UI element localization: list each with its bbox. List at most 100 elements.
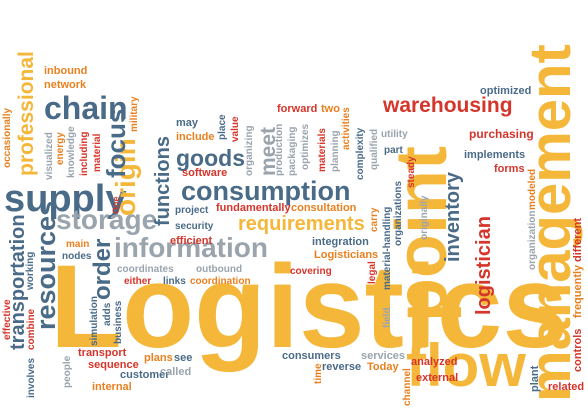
word-nodes: nodes <box>62 251 92 262</box>
word-planning: planning <box>330 130 341 172</box>
word-storage: storage <box>56 204 158 235</box>
word-focus: focus <box>101 108 131 178</box>
word-place: place <box>217 114 228 140</box>
word-channel: channel <box>402 368 413 406</box>
word-fundamentally: fundamentally <box>216 202 291 214</box>
word-visualized: visualized <box>44 132 55 180</box>
word-different: different <box>572 218 584 262</box>
word-forward: forward <box>277 103 318 115</box>
word-including: including <box>79 131 90 176</box>
word-today: Today <box>367 361 399 373</box>
word-material: material <box>92 133 103 172</box>
word-legal: legal <box>367 261 378 284</box>
word-external: external <box>416 372 459 384</box>
word-two: two <box>321 103 340 115</box>
word-business: business <box>113 300 124 344</box>
word-adds: adds <box>102 302 113 326</box>
word-steady: steady <box>406 156 417 188</box>
word-combine: combine <box>26 308 37 350</box>
word-main: main <box>66 239 90 250</box>
word-services: services <box>361 350 406 362</box>
word-effective: effective <box>2 299 13 340</box>
word-logisticians: Logisticians <box>314 249 379 261</box>
word-forms: forms <box>494 163 525 175</box>
word-knowledge: knowledge <box>66 126 77 178</box>
word-working: working <box>25 251 36 290</box>
word-organizing: organizing <box>244 125 255 176</box>
word-complexity: complexity <box>355 127 366 180</box>
word-goods: goods <box>176 145 245 171</box>
word-energy: energy <box>55 132 66 165</box>
word-related: related <box>548 381 585 393</box>
word-links: links <box>163 276 186 287</box>
word-reverse: reverse <box>322 361 362 373</box>
word-field: field <box>382 307 393 328</box>
word-network: network <box>44 79 87 91</box>
word-covering: covering <box>290 266 332 277</box>
word-resources: resources <box>31 200 61 330</box>
word-project: project <box>175 205 209 216</box>
word-one: One <box>111 196 121 214</box>
word-optimizes: optimizes <box>300 123 311 170</box>
word-flow: flow <box>406 332 526 399</box>
word-material-handling: material-handling <box>382 206 393 290</box>
word-materials: materials <box>317 128 328 172</box>
word-internal: internal <box>92 381 132 393</box>
word-plant: plant <box>529 365 541 392</box>
word-either: either <box>124 276 152 287</box>
word-packaging: packaging <box>287 126 298 176</box>
word-information: information <box>114 232 268 263</box>
word-simulation: simulation <box>89 295 100 346</box>
word-organizations: organizations <box>393 180 404 246</box>
word-activities: activities <box>341 107 352 150</box>
word-carry: carry <box>369 207 380 232</box>
word-consumption: consumption <box>181 176 351 206</box>
word-transport: transport <box>78 347 127 359</box>
word-software: software <box>182 167 228 179</box>
word-coordinates: coordinates <box>117 264 174 275</box>
word-integration: integration <box>312 236 369 248</box>
word-frequently: frequently <box>572 264 584 318</box>
word-consultation: consultation <box>291 202 357 214</box>
word-see: see <box>174 352 193 364</box>
word-originally: originally <box>419 195 430 240</box>
word-functions: functions <box>152 136 174 226</box>
word-logistician: logistician <box>473 216 495 315</box>
word-analyzed: analyzed <box>411 356 458 368</box>
word-called: called <box>160 366 192 378</box>
word-supply: supply <box>4 178 127 220</box>
word-inventory: inventory <box>442 171 464 262</box>
word-security: security <box>175 221 214 232</box>
word-occasionally: occasionally <box>2 107 13 168</box>
word-sequence: sequence <box>88 359 139 371</box>
word-production: production <box>274 123 285 176</box>
word-optimized: optimized <box>480 85 532 97</box>
word-consumers: consumers <box>282 350 341 362</box>
word-logistics: Logistics <box>50 241 568 373</box>
word-include: include <box>176 131 215 143</box>
word-implements: implements <box>464 149 526 161</box>
word-modeled: modeled <box>527 168 538 210</box>
word-order: order <box>89 238 116 300</box>
word-part: part <box>384 145 403 156</box>
word-involves: involves <box>26 357 37 398</box>
word-people: people <box>62 355 73 388</box>
word-plans: plans <box>144 352 173 364</box>
word-may: may <box>176 117 199 129</box>
word-controls: controls <box>572 328 584 372</box>
word-military: military <box>129 96 140 132</box>
word-requirements: requirements <box>238 213 365 235</box>
word-value: value <box>230 116 241 142</box>
word-chain: chain <box>44 90 128 126</box>
word-purchasing: purchasing <box>469 127 534 141</box>
word-outbound: outbound <box>196 264 243 275</box>
word-professional: professional <box>15 51 38 176</box>
word-inbound: inbound <box>44 65 88 77</box>
word-customer: customer <box>120 369 170 381</box>
word-coordination: coordination <box>190 276 251 287</box>
word-organization: organization <box>527 210 538 270</box>
word-qualified: qualified <box>369 128 380 170</box>
word-utility: utility <box>381 129 408 140</box>
word-efficient: efficient <box>170 235 213 247</box>
